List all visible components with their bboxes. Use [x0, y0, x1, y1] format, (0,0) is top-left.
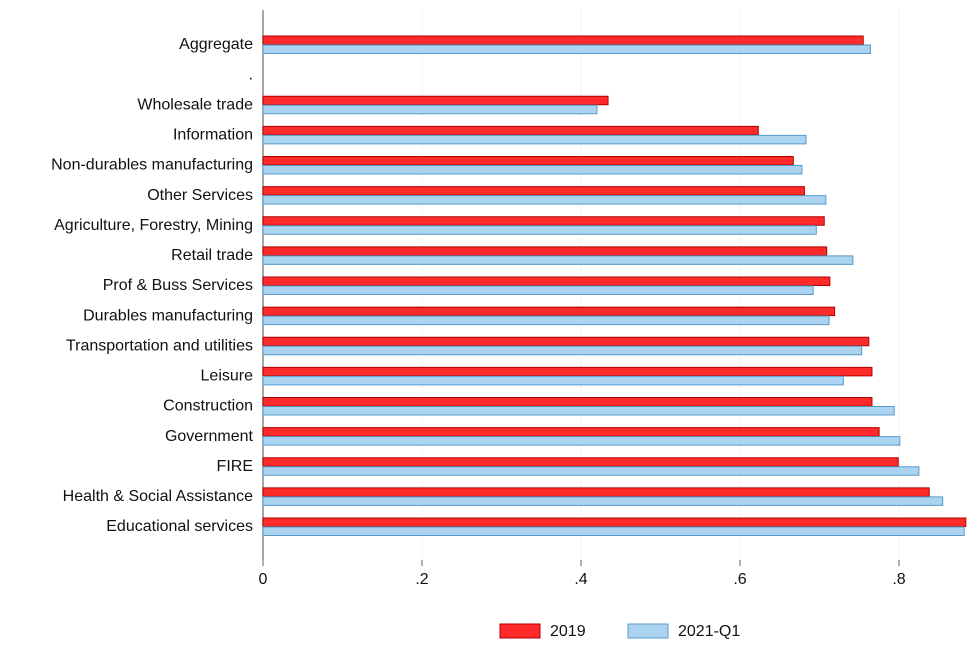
bar — [262, 487, 930, 497]
bar — [262, 436, 901, 446]
bar — [262, 466, 920, 476]
bar — [262, 336, 870, 347]
bar — [262, 35, 864, 45]
bar — [262, 165, 803, 175]
bar — [262, 156, 794, 166]
bar — [262, 255, 854, 265]
bar — [262, 186, 805, 196]
y-tick-label: Retail trade — [171, 247, 253, 264]
bar — [262, 125, 759, 136]
bar — [262, 134, 807, 145]
bar — [262, 457, 899, 467]
y-tick-label: Agriculture, Forestry, Mining — [54, 217, 253, 234]
y-tick-label: Government — [165, 428, 254, 445]
legend-label: 2021-Q1 — [678, 623, 740, 640]
bar — [262, 397, 873, 407]
bar — [262, 306, 836, 317]
y-tick-label: . — [249, 66, 253, 83]
y-tick-label: Leisure — [201, 368, 254, 385]
bar — [262, 44, 871, 54]
legend-swatch — [627, 623, 669, 639]
bar — [262, 375, 844, 386]
y-tick-label: FIRE — [217, 458, 253, 475]
bar — [262, 276, 831, 286]
y-tick-label: Non-durables manufacturing — [51, 157, 253, 174]
y-tick-label: Prof & Buss Services — [103, 277, 253, 294]
x-tick-label: .4 — [574, 571, 587, 588]
y-tick-label: Aggregate — [179, 36, 253, 53]
bar — [262, 406, 895, 416]
y-tick-label: Construction — [163, 398, 253, 415]
bar — [262, 496, 944, 506]
x-tick-label: .2 — [415, 571, 428, 588]
bar — [262, 246, 828, 256]
y-tick-label: Transportation and utilities — [66, 337, 253, 354]
bar — [262, 427, 880, 437]
bar — [262, 366, 873, 377]
bar — [262, 225, 817, 235]
bar — [262, 104, 598, 115]
bar — [262, 315, 830, 326]
y-tick-label: Other Services — [147, 187, 253, 204]
bar — [262, 285, 814, 295]
legend-swatch — [499, 623, 541, 639]
bar — [262, 216, 825, 226]
bar — [262, 95, 609, 106]
y-tick-label: Educational services — [106, 518, 253, 535]
bar — [262, 195, 827, 205]
y-tick-label: Health & Social Assistance — [63, 488, 253, 505]
y-tick-label: Durables manufacturing — [83, 307, 253, 324]
x-tick-label: 0 — [259, 571, 268, 588]
bar — [262, 526, 965, 536]
legend-label: 2019 — [550, 623, 586, 640]
x-tick-label: .6 — [733, 571, 746, 588]
y-tick-label: Wholesale trade — [137, 96, 253, 113]
bar — [262, 517, 967, 527]
x-tick-label: .8 — [892, 571, 905, 588]
bar — [262, 345, 863, 356]
y-tick-label: Information — [173, 127, 253, 144]
